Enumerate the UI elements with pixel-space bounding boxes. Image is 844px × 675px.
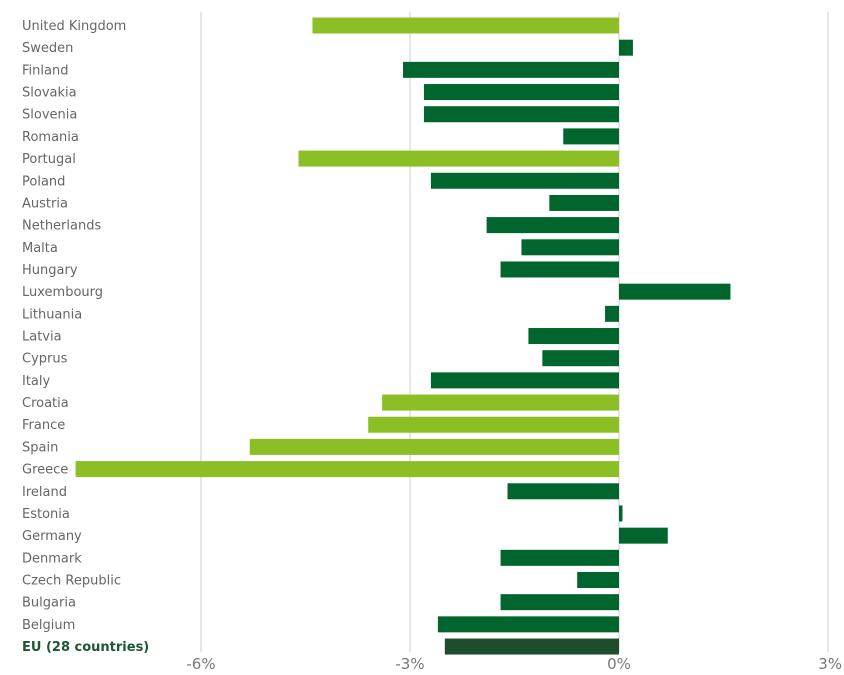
category-label-eu-28-countries: EU (28 countries) [22, 640, 149, 655]
category-label-hungary: Hungary [22, 263, 78, 278]
category-label-portugal: Portugal [22, 152, 76, 167]
bar-cyprus [542, 350, 619, 367]
category-label-belgium: Belgium [22, 618, 75, 633]
bar-malta [521, 239, 619, 256]
x-tick-label-0: 0% [607, 655, 631, 673]
bar-ireland [507, 483, 619, 500]
bar-czech-republic [577, 572, 619, 588]
category-label-ireland: Ireland [22, 485, 67, 500]
category-label-czech-republic: Czech Republic [22, 574, 121, 589]
bar-germany [619, 527, 668, 544]
bar-italy [430, 372, 619, 389]
category-label-italy: Italy [22, 374, 51, 389]
category-label-finland: Finland [22, 63, 68, 78]
category-label-sweden: Sweden [22, 41, 73, 56]
bar-latvia [528, 328, 619, 345]
bar-luxembourg [619, 283, 731, 300]
bar-spain [249, 438, 619, 455]
category-labels: United Kingdom Sweden Finland Slovakia Slove… [22, 19, 149, 655]
bars [75, 17, 731, 655]
category-label-slovakia: Slovakia [22, 86, 77, 101]
category-label-latvia: Latvia [22, 330, 62, 345]
bar-slovakia [423, 84, 619, 101]
category-label-denmark: Denmark [22, 551, 82, 566]
category-label-netherlands: Netherlands [22, 219, 101, 234]
bar-romania [563, 128, 619, 145]
bar-austria [549, 194, 619, 211]
bar-sweden [619, 39, 633, 56]
bar-portugal [298, 150, 619, 167]
bar-finland [403, 61, 619, 78]
category-label-croatia: Croatia [22, 396, 69, 411]
category-label-lithuania: Lithuania [22, 307, 82, 322]
category-label-malta: Malta [22, 241, 58, 256]
x-axis-tick-labels: -6% -3% 0% 3% [186, 655, 842, 673]
bar-hungary [500, 261, 619, 278]
category-label-bulgaria: Bulgaria [22, 596, 76, 611]
bar-slovenia [423, 106, 619, 123]
bar-netherlands [486, 217, 619, 234]
x-tick-label-3: 3% [818, 655, 842, 673]
category-label-romania: Romania [22, 130, 79, 145]
bar-poland [430, 172, 619, 189]
category-label-slovenia: Slovenia [22, 108, 77, 123]
x-tick-label-3: -3% [395, 655, 424, 673]
bar-estonia [619, 505, 623, 522]
bar-bulgaria [500, 594, 619, 611]
bar-united-kingdom [312, 17, 619, 34]
category-label-germany: Germany [22, 529, 82, 544]
category-label-united-kingdom: United Kingdom [22, 19, 126, 34]
category-label-estonia: Estonia [22, 507, 70, 522]
category-label-france: France [22, 418, 65, 433]
bar-belgium [437, 616, 619, 633]
category-label-poland: Poland [22, 174, 65, 189]
bar-lithuania [605, 305, 619, 322]
bar-greece [75, 461, 620, 478]
bar-france [368, 416, 619, 433]
bar-denmark [500, 549, 619, 566]
category-label-luxembourg: Luxembourg [22, 285, 103, 300]
category-label-greece: Greece [22, 463, 68, 478]
x-tick-label-6: -6% [186, 655, 215, 673]
category-label-cyprus: Cyprus [22, 352, 68, 367]
bar-croatia [382, 394, 619, 411]
category-label-austria: Austria [22, 196, 68, 211]
bar-eu-28-countries [444, 638, 619, 655]
category-label-spain: Spain [22, 440, 58, 455]
